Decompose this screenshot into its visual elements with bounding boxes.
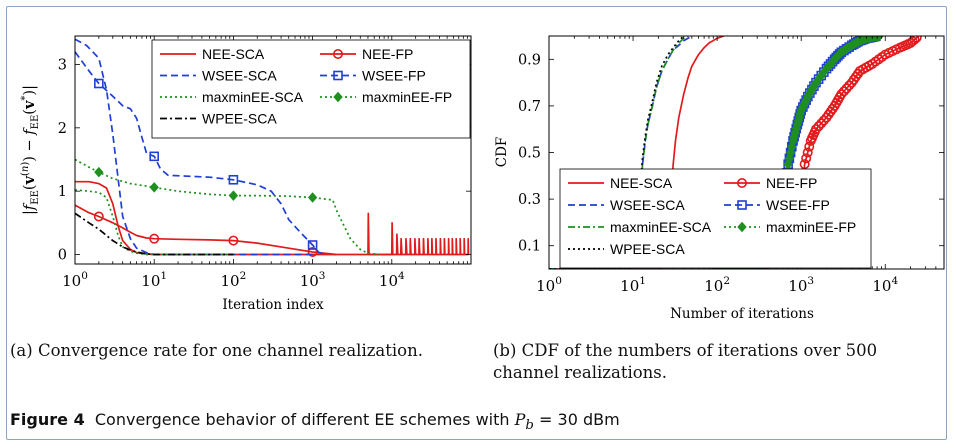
chart-a: 100 101 102 103 104 0 1 2 3 Iteration index |fEE(v… xyxy=(20,35,472,313)
x-tick-label: 100 xyxy=(62,270,88,290)
series-marker xyxy=(841,83,852,94)
plot-area-frame xyxy=(74,35,472,265)
figure-caption: Figure 4 Convergence behavior of differe… xyxy=(10,410,620,433)
series-marker xyxy=(94,166,104,178)
series-line-wpee-sca xyxy=(549,36,685,269)
series-marker xyxy=(94,78,104,89)
legend-label: maxminEE-SCA xyxy=(610,219,712,235)
series-marker xyxy=(816,118,827,129)
legend-label: maxminEE-FP xyxy=(362,89,452,105)
legend-marker xyxy=(332,48,343,59)
series-marker xyxy=(909,36,920,45)
legend: NEE-SCA NEE-FP WSEE-SCA WSEE-FP maxminEE-SCA… xyxy=(151,39,471,139)
y-tick-label: 0.7 xyxy=(518,99,541,115)
series-marker xyxy=(228,235,239,246)
series-marker xyxy=(787,141,797,152)
x-axis-label: Number of iterations xyxy=(670,306,814,322)
legend: NEE-SCA NEE-FP WSEE-SCA WSEE-FP maxminEE-SCA… xyxy=(559,168,872,269)
series-marker xyxy=(804,141,815,152)
x-tick-label: 101 xyxy=(141,270,167,290)
y-tick-label: 2 xyxy=(58,121,67,137)
x-tick-label: 101 xyxy=(620,275,646,295)
series-marker xyxy=(802,147,813,158)
series-marker xyxy=(813,121,824,132)
series-marker xyxy=(149,233,160,244)
series-group xyxy=(75,38,470,257)
legend-label: WSEE-FP xyxy=(362,68,426,84)
legend-marker xyxy=(333,70,343,81)
series-marker xyxy=(911,36,922,43)
series-line-maxminee-fp xyxy=(75,158,380,256)
y-tick-label: 0 xyxy=(58,248,67,264)
series-marker xyxy=(801,153,812,164)
chart-b: 100 101 102 103 104 0.1 0.3 0.5 0.7 0.9 Number of … xyxy=(494,35,945,322)
series-marker xyxy=(810,124,821,135)
series-marker xyxy=(93,211,104,222)
y-tick-label: 0.9 xyxy=(518,52,541,68)
x-tick-label: 104 xyxy=(872,275,898,295)
y-tick-label: 0.3 xyxy=(518,192,541,208)
subcaption-a: (a) Convergence rate for one channel rea… xyxy=(10,341,423,360)
series-marker xyxy=(149,151,159,162)
caption-math-var: P xyxy=(514,410,526,429)
x-tick-label: 102 xyxy=(221,270,247,290)
series-marker xyxy=(307,192,318,203)
legend-box xyxy=(559,168,872,269)
x-tick-label: 102 xyxy=(704,275,730,295)
legend-marker xyxy=(333,91,343,103)
legend-marker xyxy=(737,221,747,233)
series-line-maxminee-sca xyxy=(549,36,689,269)
legend-label: WSEE-SCA xyxy=(610,197,685,213)
legend-label: WPEE-SCA xyxy=(610,241,685,257)
figure-caption-text: Convergence behavior of different EE sch… xyxy=(94,410,515,429)
legend-label: WSEE-SCA xyxy=(202,68,277,84)
legend-label: NEE-FP xyxy=(362,46,413,62)
series-line-wpee-sca xyxy=(75,212,234,256)
series-marker xyxy=(307,246,318,257)
series-marker xyxy=(307,240,318,250)
figure-label: Figure 4 xyxy=(10,410,85,429)
legend-label: NEE-FP xyxy=(766,175,817,191)
y-tick-label: 1 xyxy=(58,184,67,200)
series-marker xyxy=(836,89,847,100)
y-tick-label: 0.5 xyxy=(518,146,541,162)
legend-marker xyxy=(737,200,747,210)
legend-box xyxy=(151,39,471,139)
series-marker xyxy=(838,86,849,97)
y-tick-label: 0.1 xyxy=(518,239,541,255)
series-line-maxminee-sca xyxy=(75,189,234,256)
legend-marker xyxy=(736,178,747,189)
series-marker xyxy=(799,159,810,170)
x-tick-label: 103 xyxy=(788,275,814,295)
legend-label: NEE-SCA xyxy=(202,46,265,62)
series-marker xyxy=(149,182,159,193)
legend-label: maxminEE-FP xyxy=(766,219,856,235)
x-axis-label: Iteration index xyxy=(222,297,324,313)
x-tick-label: 100 xyxy=(536,275,562,295)
series-marker xyxy=(228,174,239,185)
y-tick-label: 3 xyxy=(58,58,67,74)
figure-frame xyxy=(6,6,947,440)
series-marker xyxy=(228,190,239,201)
series-line-nee-sca-oscillation- xyxy=(367,212,470,256)
x-tick-label: 103 xyxy=(300,270,326,290)
series-line-wsee-fp xyxy=(75,51,327,256)
x-tick-label: 104 xyxy=(379,270,405,290)
caption-math-sub: b xyxy=(525,418,534,434)
y-axis-label: |fEE(v(n)) − fEE(v*)| xyxy=(20,85,41,215)
y-axis-label: CDF xyxy=(494,137,510,168)
caption-math-rest: = 30 dBm xyxy=(533,410,620,429)
legend-label: WSEE-FP xyxy=(766,197,830,213)
legend-label: maxminEE-SCA xyxy=(202,89,304,105)
subcaption-b: (b) CDF of the numbers of iterations ove… xyxy=(493,341,878,382)
legend-label: NEE-SCA xyxy=(610,175,673,191)
legend-label: WPEE-SCA xyxy=(202,111,277,127)
